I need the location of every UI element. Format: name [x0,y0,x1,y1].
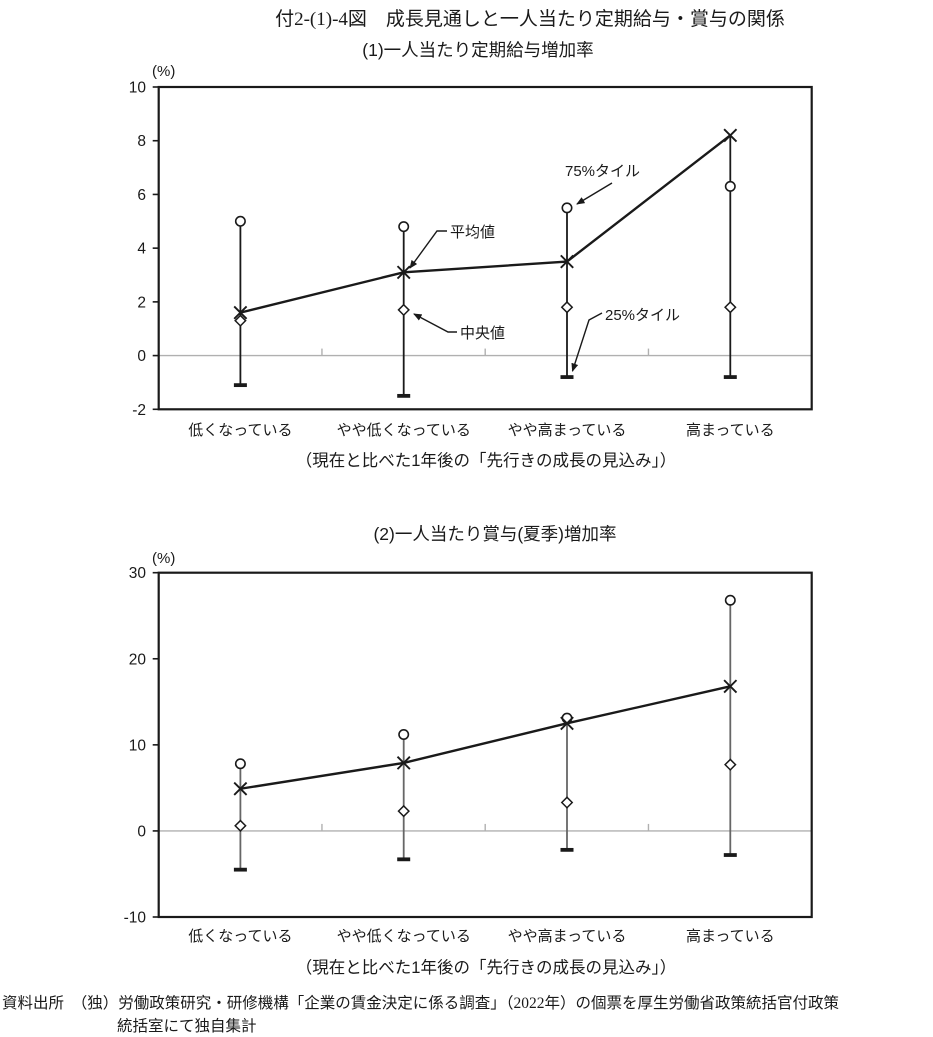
mean-line [240,134,732,314]
chart-2: (2)一人当たり賞与(夏季)増加率 (%) 30 20 10 0 -10 低くなっている やや低… [124,524,813,977]
source-note-line2: 統括室にて独自集計 [117,1018,257,1035]
annotation-arrow [571,312,603,372]
mean-x-marker [560,716,574,731]
category-label: やや低くなっている [337,422,471,439]
annotation-label: 75%タイル [565,163,640,180]
mean-x-marker [233,305,248,320]
y-axis-tick-label: 30 [129,565,147,582]
category-label: 低くなっている [188,422,292,439]
mean-x-marker [723,128,738,143]
median-diamond-marker [560,796,574,809]
annotation-arrow [409,230,447,269]
y-axis-unit-label: (%) [152,63,175,80]
p75-circle-marker [234,215,246,227]
p75-circle-marker [561,712,573,724]
y-axis-tick-label: 0 [137,823,146,840]
mean-x-marker [723,679,738,694]
mean-x-marker [560,254,574,269]
x-axis-title: （現在と比べた1年後の「先行きの成長の見込み」） [296,958,676,977]
median-diamond-marker [560,300,574,314]
y-axis-tick-label: 2 [137,294,146,311]
y-axis-tick-label: 4 [137,241,146,258]
category-label: 高まっている [686,928,775,945]
y-axis-tick-label: 10 [129,80,147,97]
median-diamond-marker [724,758,737,771]
p75-circle-marker [398,221,410,233]
annotation-arrow [413,313,457,333]
chart-1: (1)一人当たり定期給与増加率 (%) 10 8 6 4 2 0 -2 低くなっている やや低くなっ… [129,40,813,470]
y-axis-tick-label: 20 [129,651,147,668]
annotation-label: 平均値 [450,224,495,241]
median-diamond-marker [397,303,410,317]
p75-circle-marker [561,202,573,214]
y-axis-tick-label: 6 [137,187,146,204]
plot-frame [157,571,813,919]
figure-title: 付2-(1)-4図 成長見通しと一人当たり定期給与・賞与の関係 [275,9,785,30]
p75-circle-marker [234,758,246,770]
plot-frame [157,85,813,411]
p75-circle-marker [724,180,736,192]
y-axis-tick-label: 10 [129,737,147,754]
y-axis-tick-label: 0 [137,348,146,365]
category-label: 高まっている [686,422,775,439]
mean-x-marker [233,781,248,796]
category-label: やや高まっている [508,422,627,439]
y-axis-tick-label: 8 [137,133,146,150]
mean-x-marker [396,756,411,770]
median-diamond-marker [724,300,737,314]
median-diamond-marker [397,804,410,818]
median-diamond-marker [234,819,247,833]
median-diamond-marker [234,314,247,327]
mean-line [240,685,731,790]
category-label: やや低くなっている [337,928,471,945]
category-label: やや高まっている [508,928,627,945]
chart-subtitle: (2)一人当たり賞与(夏季)増加率 [373,524,616,544]
annotation-arrow [576,182,613,205]
p75-circle-marker [724,594,736,606]
annotation-label: 中央値 [460,325,505,342]
annotation-label: 25%タイル [605,307,680,324]
source-note-line1: 資料出所 （独）労働政策研究・研修機構「企業の賃金決定に係る調査」（2022年）… [2,995,840,1012]
chart-subtitle: (1)一人当たり定期給与増加率 [362,40,593,60]
y-axis-tick-label: -2 [132,402,146,419]
y-axis-unit-label: (%) [152,550,175,567]
x-axis-title: （現在と比べた1年後の「先行きの成長の見込み」） [296,451,676,470]
mean-x-marker [396,265,411,280]
y-axis-tick-label: -10 [124,910,147,927]
p75-circle-marker [398,729,410,741]
category-label: 低くなっている [188,928,292,945]
